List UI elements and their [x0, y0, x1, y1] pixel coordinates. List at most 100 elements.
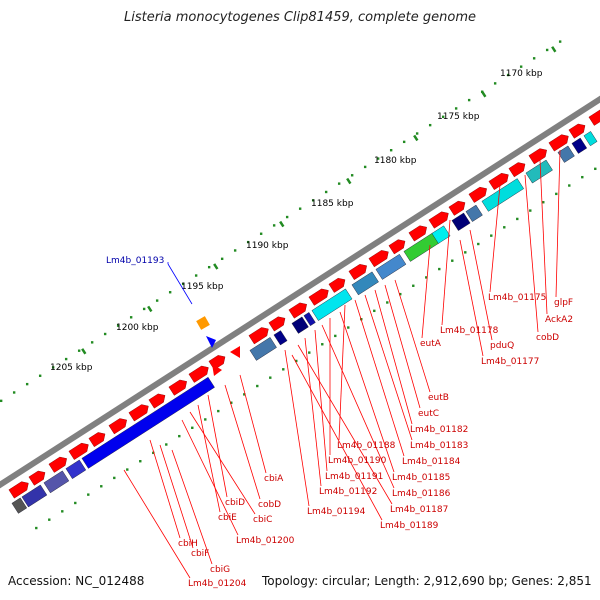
inner-tick — [412, 284, 415, 287]
outer-tick — [441, 115, 445, 118]
gene-block — [431, 225, 451, 244]
outer-tick — [298, 207, 302, 210]
outer-tick — [12, 391, 16, 394]
label-leader-line — [167, 263, 193, 305]
gene-label: Lm4b_01192 — [319, 487, 377, 497]
scale-label: 1200 kbp — [116, 323, 159, 333]
accession-text: Accession: NC_012488 — [8, 574, 145, 588]
label-leader-line — [171, 449, 213, 565]
outer-tick — [467, 98, 471, 102]
gene-arrow — [368, 250, 389, 268]
outer-tick — [155, 299, 159, 302]
gene-marker — [206, 336, 216, 348]
label-leader-line — [224, 384, 261, 500]
scale-label: 1195 kbp — [181, 282, 224, 292]
inner-tick — [87, 493, 90, 496]
gene-arrow — [268, 316, 286, 332]
scale-label: 1205 kbp — [50, 363, 93, 373]
gene-arrow — [28, 470, 46, 486]
inner-tick — [321, 343, 324, 346]
gene-block — [451, 212, 471, 231]
label-leader-line — [181, 419, 239, 536]
gene-marker — [212, 364, 222, 376]
scale-ticks — [0, 40, 597, 530]
outer-tick — [272, 224, 276, 227]
outer-tick — [220, 257, 224, 261]
gene-block — [11, 497, 28, 514]
inner-tick — [386, 301, 389, 304]
inner-tick — [347, 326, 350, 329]
outer-tick — [493, 82, 497, 85]
outer-tick — [51, 366, 55, 369]
label-leader-line — [123, 469, 191, 579]
label-leader-line — [149, 439, 181, 539]
outer-tick — [233, 249, 237, 252]
outer-tick — [285, 215, 289, 219]
gene-arrow — [308, 288, 329, 306]
major-tick — [81, 348, 87, 355]
outer-tick — [376, 157, 380, 160]
gene-arrow — [8, 481, 29, 499]
gene-marker — [196, 316, 210, 330]
outer-tick — [90, 341, 94, 344]
gene-label: cbiD — [225, 498, 245, 508]
gene-arrow — [348, 264, 367, 280]
outer-tick — [142, 307, 146, 311]
outer-tick — [25, 382, 29, 386]
outer-tick — [350, 174, 354, 177]
gene-label: cbiA — [264, 474, 284, 484]
label-leader-line — [441, 219, 451, 326]
inner-tick — [282, 368, 285, 371]
inner-tick — [165, 443, 168, 446]
outer-tick — [116, 324, 120, 327]
major-tick — [346, 177, 352, 185]
label-leader-line — [291, 354, 383, 521]
gene-block — [43, 470, 70, 494]
label-leader-line — [524, 174, 539, 333]
scale-label: 1170 kbp — [500, 69, 543, 79]
gene-label: Lm4b_01188 — [337, 441, 396, 451]
gene-label: cobD — [536, 333, 559, 343]
label-leader-line — [364, 294, 413, 441]
gene-label: cbiF — [191, 549, 209, 559]
label-leader-line — [555, 149, 561, 298]
outer-tick — [77, 349, 81, 352]
gene-arrow — [328, 277, 346, 293]
inner-tick — [256, 384, 259, 388]
label-leader-line — [321, 324, 395, 489]
outer-tick — [558, 40, 562, 43]
label-leader-line — [469, 229, 493, 341]
inner-tick — [425, 276, 428, 279]
gene-block — [465, 204, 483, 222]
gene-arrow — [188, 365, 209, 383]
genome-summary-text: Topology: circular; Length: 2,912,690 bp… — [262, 574, 592, 588]
gene-label: Lm4b_01186 — [392, 489, 451, 499]
gene-label: Lm4b_01190 — [328, 456, 387, 466]
major-tick — [213, 263, 219, 270]
gene-label: cbiE — [218, 513, 237, 523]
outer-tick — [38, 374, 42, 377]
label-leader-line — [421, 244, 431, 339]
gene-arrow — [448, 200, 466, 216]
gene-block — [303, 312, 316, 327]
gene-arrow — [528, 148, 547, 165]
outer-tick — [454, 107, 458, 110]
outer-tick — [415, 132, 419, 135]
inner-tick — [529, 209, 532, 212]
label-leader-line — [338, 304, 346, 441]
inner-tick — [152, 451, 155, 455]
gene-label: pduQ — [490, 341, 514, 351]
outer-tick — [181, 282, 185, 286]
gene-block — [557, 145, 575, 163]
gene-block — [583, 131, 598, 147]
gene-block — [403, 232, 440, 262]
gene-arrow — [588, 109, 600, 126]
outer-tick — [324, 190, 328, 194]
inner-tick — [61, 510, 64, 513]
inner-tick — [126, 468, 129, 471]
inner-tick — [503, 226, 506, 229]
gene-block — [81, 376, 215, 469]
scale-label: 1180 kbp — [374, 156, 417, 166]
inner-tick — [308, 351, 311, 354]
label-leader-line — [189, 411, 256, 515]
